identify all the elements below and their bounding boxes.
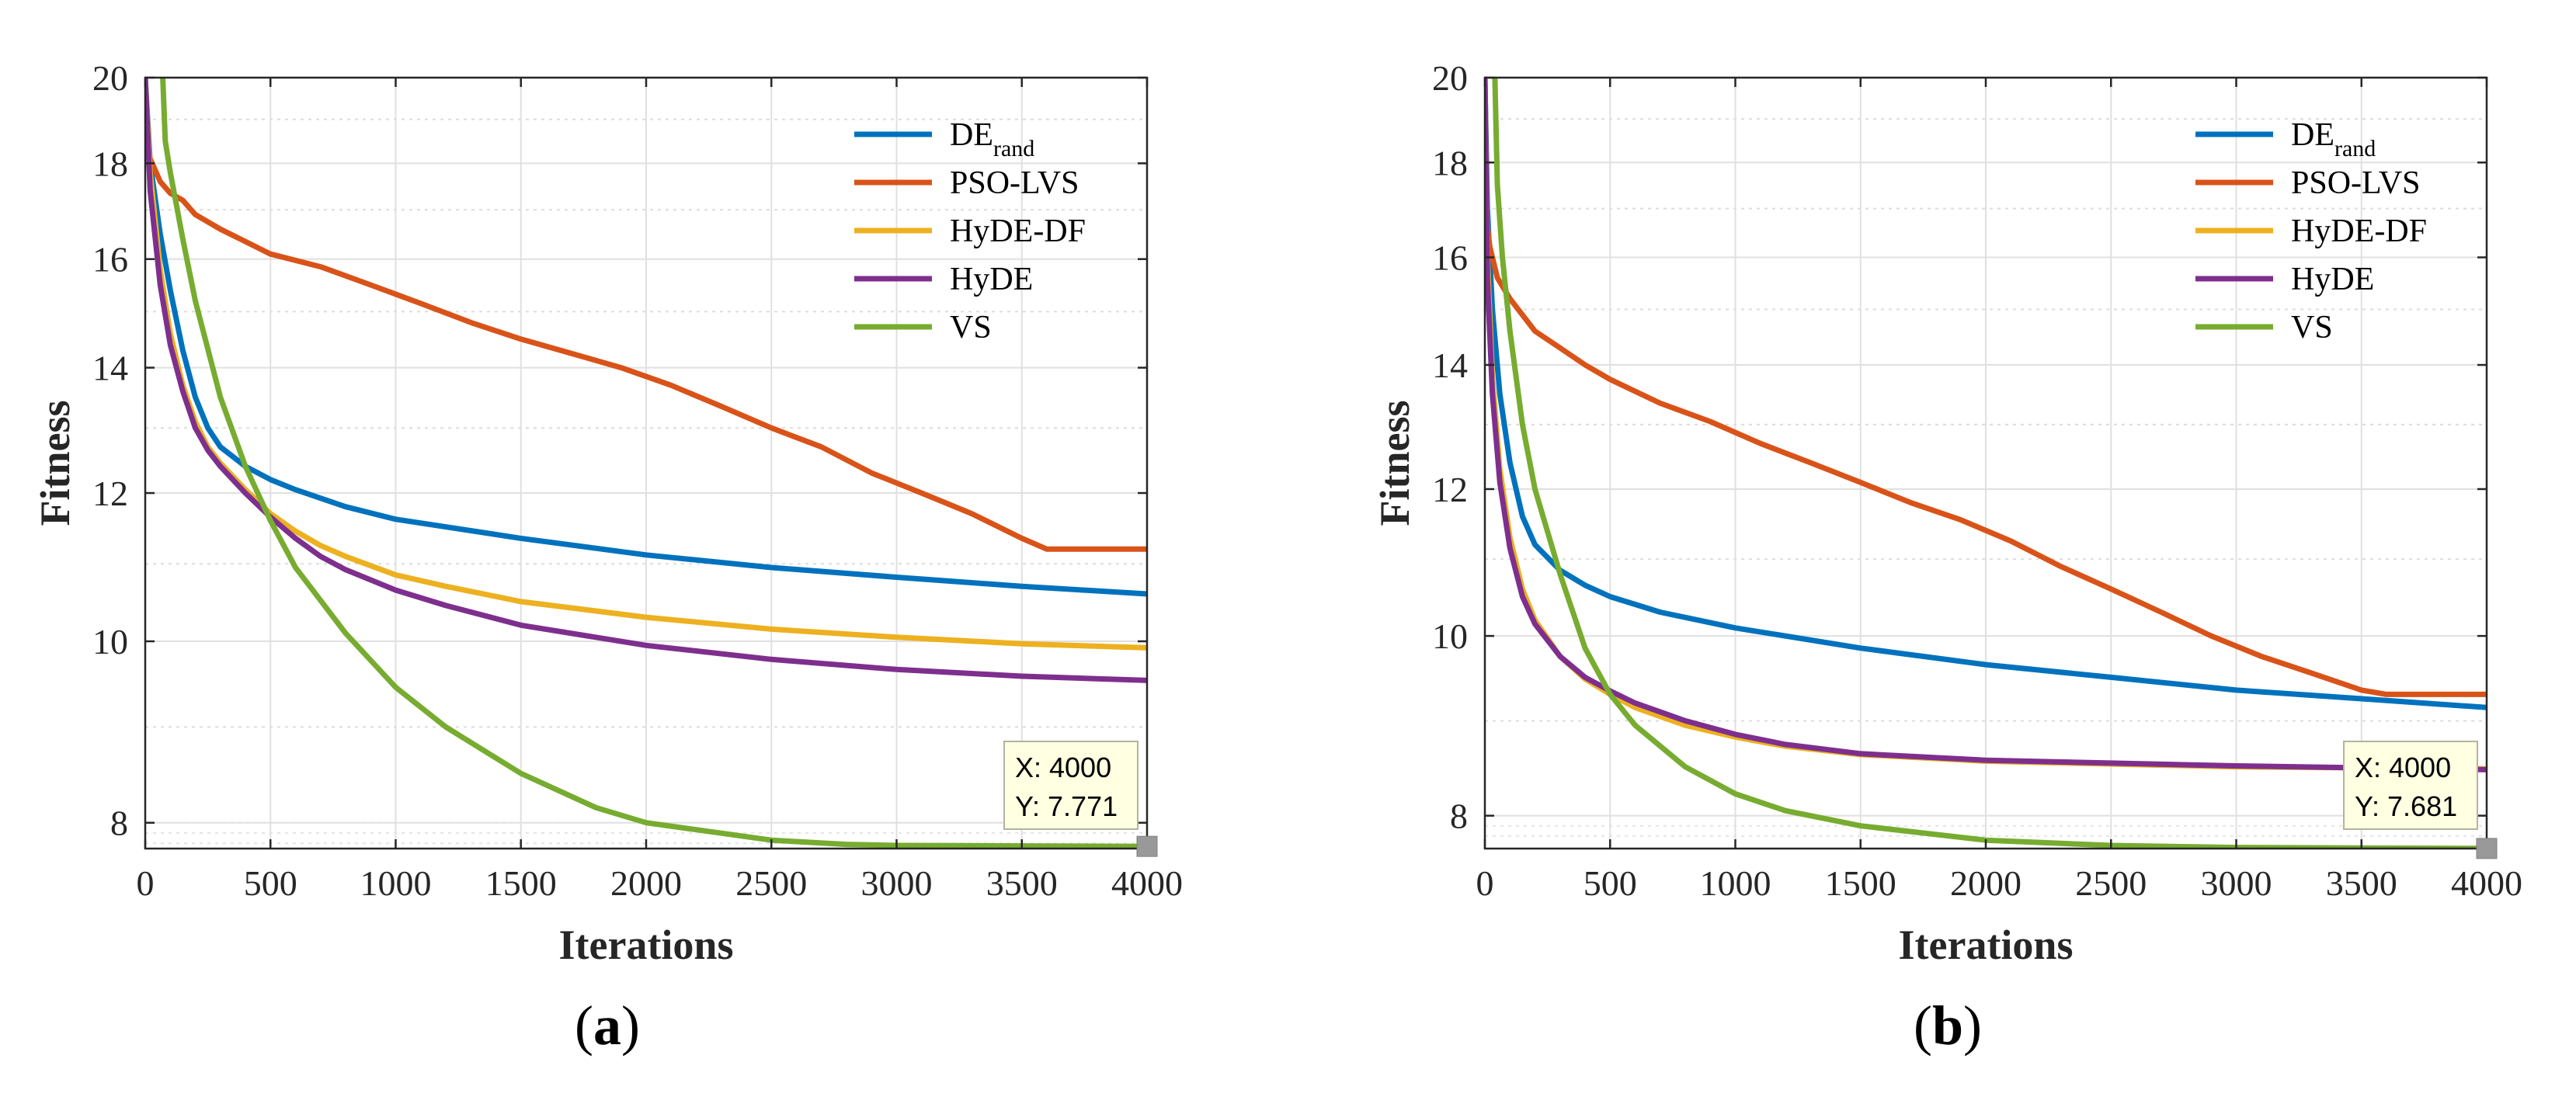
x-tick-label: 2500: [2075, 863, 2147, 903]
datatip-box: [1003, 741, 1139, 830]
x-tick-label: 1000: [1700, 863, 1771, 903]
datatip-marker[interactable]: [1136, 835, 1158, 857]
legend-label: HyDE-DF: [2291, 213, 2427, 249]
y-tick-label: 14: [92, 349, 128, 388]
series-line-hyde: [145, 78, 1147, 683]
datatip-x: X: 4000: [1015, 752, 1111, 783]
datatip[interactable]: X: 4000 Y: 7.681: [2343, 741, 2498, 859]
x-tick-label: 500: [244, 863, 297, 903]
datatip-y: Y: 7.771: [1015, 790, 1118, 822]
datatip-x: X: 4000: [2355, 752, 2451, 783]
datatip-y: Y: 7.681: [2355, 790, 2457, 822]
x-tick-label: 1500: [1825, 863, 1896, 903]
series-line-vs: [160, 78, 1147, 849]
x-tick-label: 2000: [1950, 863, 2022, 903]
x-tick-label: 4000: [1111, 863, 1183, 903]
y-tick-label: 8: [1450, 797, 1468, 836]
series-line-hyde: [1485, 78, 2487, 772]
y-tick-label: 20: [92, 58, 128, 98]
legend-label: PSO-LVS: [2291, 165, 2421, 201]
y-axis-title: Fitness: [1371, 401, 1418, 526]
legend-label: HyDE: [2291, 262, 2374, 297]
legend-item: PSO-LVS: [854, 165, 1079, 201]
legend-item: VS: [2195, 310, 2333, 345]
tick-marks: [144, 76, 1149, 849]
panel-b: 0 500 1000 1500 2000 2500 3000 3500 4000 8 10 12 14 1…: [1371, 58, 2522, 1057]
x-tick-label: 2000: [610, 863, 682, 903]
legend-item: HyDE: [854, 262, 1033, 297]
legend-item: HyDE: [2195, 262, 2374, 297]
legend-label: HyDE: [950, 262, 1033, 297]
y-tick-label: 16: [1432, 238, 1468, 278]
legend-label: VS: [950, 310, 992, 345]
legend-label: PSO-LVS: [950, 165, 1079, 201]
panel-caption: (b): [1914, 995, 1982, 1057]
x-tick-label: 1000: [360, 863, 432, 903]
series-line-pso-lvs: [145, 134, 1147, 552]
x-tick-label: 2500: [735, 863, 807, 903]
y-tick-label: 20: [1432, 58, 1468, 98]
x-tick-label: 3000: [861, 863, 933, 903]
datatip-marker[interactable]: [2476, 838, 2498, 859]
x-tick-label: 4000: [2451, 863, 2522, 903]
y-tick-label: 18: [92, 144, 128, 183]
y-tick-label: 10: [92, 622, 128, 661]
series-line-de: [145, 78, 1147, 597]
legend-item: PSO-LVS: [2195, 165, 2421, 201]
panel-a: 0 500 1000 1500 2000 2500 3000 3500 4000 8 10 12 14 1…: [32, 58, 1183, 1057]
x-tick-label: 3000: [2201, 863, 2272, 903]
y-tick-label: 12: [1432, 470, 1468, 509]
series-lines: [145, 78, 1147, 849]
x-axis-title: Iterations: [559, 922, 734, 968]
x-axis-title: Iterations: [1899, 922, 2074, 968]
y-tick-label: 18: [1432, 143, 1468, 182]
legend-label: HyDE-DF: [950, 213, 1086, 249]
y-tick-label: 14: [1432, 345, 1468, 385]
y-tick-label: 8: [110, 804, 128, 843]
y-tick-label: 16: [92, 240, 128, 279]
legend-label: VS: [2291, 310, 2333, 345]
legend-item: HyDE-DF: [2195, 213, 2427, 249]
legend-item: HyDE-DF: [854, 213, 1086, 249]
x-tick-label: 3500: [986, 863, 1058, 903]
y-tick-label: 10: [1432, 616, 1468, 656]
x-tick-label: 0: [137, 863, 155, 903]
series-line-de: [1485, 78, 2487, 710]
tick-marks: [1483, 76, 2488, 849]
panel-caption: (a): [575, 995, 640, 1057]
datatip-box: [2343, 741, 2478, 830]
x-tick-label: 1500: [485, 863, 557, 903]
x-tick-label: 0: [1476, 863, 1494, 903]
x-tick-label: 500: [1583, 863, 1637, 903]
y-axis-title: Fitness: [32, 401, 78, 526]
x-tick-label: 3500: [2326, 863, 2397, 903]
y-tick-label: 12: [92, 474, 128, 513]
series-line-pso-lvs: [1485, 206, 2487, 697]
legend-item: VS: [854, 310, 992, 345]
datatip[interactable]: X: 4000 Y: 7.771: [1003, 741, 1158, 857]
